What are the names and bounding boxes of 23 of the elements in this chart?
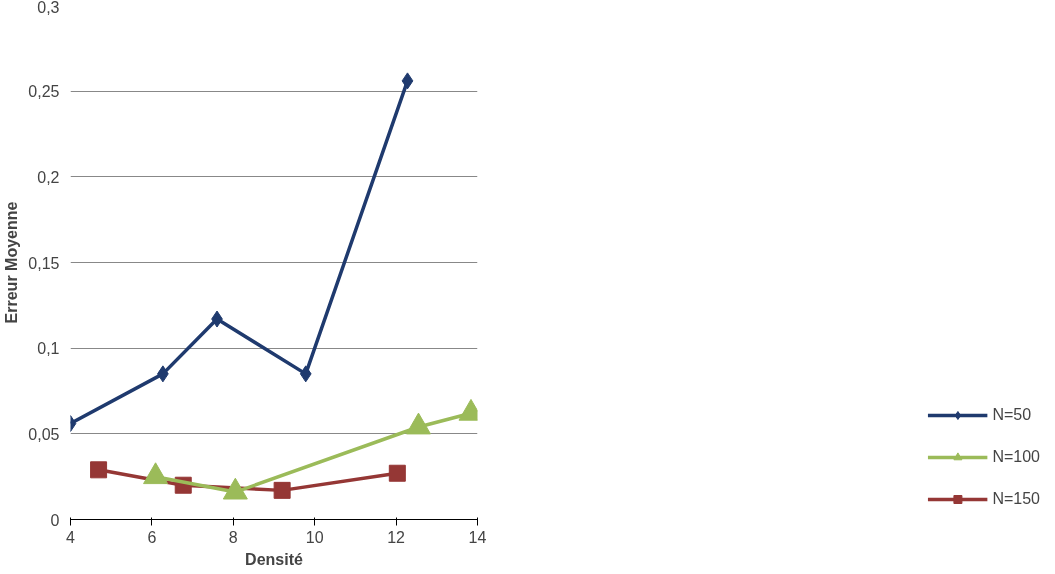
x-tick-label: 10 bbox=[305, 528, 324, 546]
y-tick-label: 0,1 bbox=[37, 340, 60, 358]
point bbox=[388, 464, 406, 482]
y-tick-label: 0,3 bbox=[37, 0, 60, 16]
x-tick-label: 4 bbox=[66, 528, 76, 546]
x-tick-label: 14 bbox=[468, 528, 487, 546]
y-tick-label: 0,25 bbox=[28, 83, 60, 101]
y-axis-title: Erreur Moyenne bbox=[3, 201, 21, 324]
point bbox=[299, 365, 312, 383]
point bbox=[90, 461, 108, 479]
y-tick-label: 0,05 bbox=[28, 425, 60, 443]
legend-label: N=100 bbox=[992, 448, 1040, 466]
legend-label: N=150 bbox=[992, 490, 1040, 508]
x-axis-title: Densité bbox=[245, 550, 303, 568]
y-tick-label: 0,2 bbox=[37, 168, 60, 186]
x-tick-label: 6 bbox=[147, 528, 157, 546]
legend-label: N=50 bbox=[992, 406, 1032, 424]
x-tick-label: 12 bbox=[387, 528, 406, 546]
y-tick-label: 0,15 bbox=[28, 254, 60, 272]
x-tick-label: 8 bbox=[228, 528, 238, 546]
y-tick-label: 0 bbox=[50, 511, 60, 529]
point bbox=[401, 72, 414, 90]
point bbox=[273, 481, 291, 499]
